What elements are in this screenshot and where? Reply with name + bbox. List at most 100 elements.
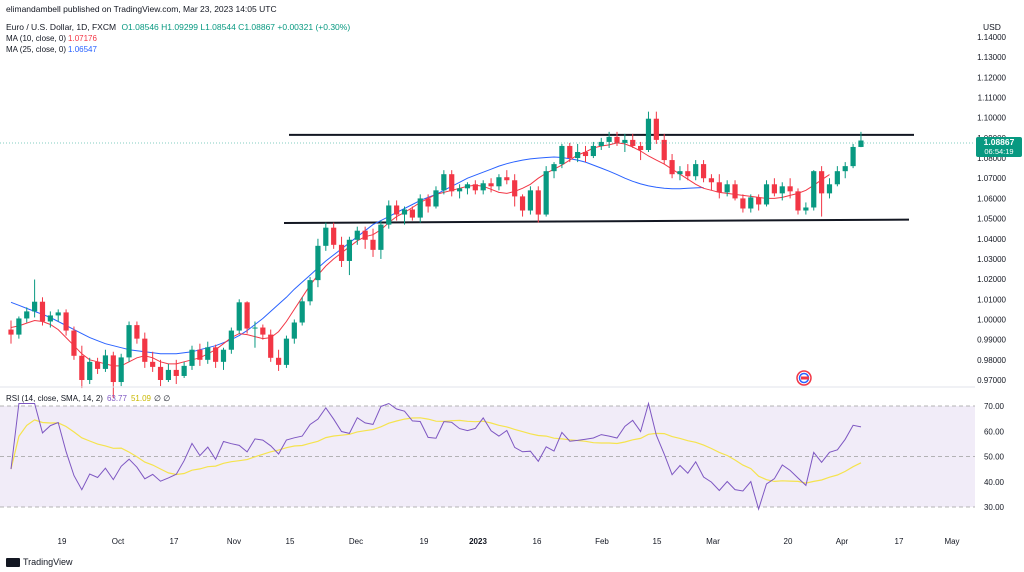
price-tick-label: 0.99000 [977, 336, 1006, 345]
candle [346, 236, 353, 276]
price-tick-label: 1.04000 [977, 235, 1006, 244]
candle [244, 301, 250, 334]
time-tick-label: 2023 [469, 537, 487, 546]
tradingview-brand[interactable]: TradingView [6, 557, 73, 568]
candle [614, 131, 620, 146]
candle [661, 133, 667, 165]
price-tag-value: 1.08867 [984, 137, 1015, 147]
candle [590, 141, 596, 159]
brand-name: TradingView [23, 557, 73, 567]
candlesticks [8, 111, 864, 399]
currency-label: USD [983, 22, 1001, 32]
candle [740, 194, 746, 213]
time-tick-label: 20 [784, 537, 793, 546]
candle [94, 357, 101, 374]
rsi-tick-label: 30.00 [984, 503, 1005, 512]
candle [220, 347, 227, 370]
candle [488, 178, 494, 193]
candle [338, 236, 345, 268]
candle [260, 324, 266, 340]
price-tick-label: 1.02000 [977, 275, 1006, 284]
time-tick-label: 17 [895, 537, 904, 546]
candle [575, 143, 581, 163]
time-tick-label: 17 [170, 537, 179, 546]
price-tick-label: 1.08000 [977, 154, 1006, 163]
candle [283, 335, 290, 368]
candle [724, 180, 730, 197]
candle [677, 166, 683, 181]
candle [653, 111, 659, 144]
candle [803, 202, 809, 215]
symbol-title[interactable]: Euro / U.S. Dollar, 1D, FXCM [6, 22, 117, 32]
candle [417, 194, 423, 223]
candle [213, 344, 219, 368]
candle [32, 279, 38, 318]
candle [354, 226, 360, 245]
symbol-line: Euro / U.S. Dollar, 1D, FXCM O1.08546 H1… [6, 22, 350, 32]
rsi-sma-line [10, 417, 862, 484]
candle [87, 357, 93, 385]
candle [55, 309, 61, 322]
candle [748, 194, 754, 213]
candle [425, 194, 431, 213]
candle [8, 320, 14, 344]
candle [323, 222, 329, 251]
candle [362, 226, 368, 249]
candle [150, 351, 156, 372]
rsi-tick-label: 60.00 [984, 427, 1005, 436]
candle [606, 131, 612, 148]
candle [386, 200, 392, 229]
ma10-label: MA (10, close, 0) [6, 34, 67, 43]
time-tick-label: Apr [836, 537, 849, 546]
candle [157, 359, 164, 387]
candle [512, 174, 518, 207]
candle [47, 311, 53, 328]
candle [24, 307, 30, 323]
event-flag-icon[interactable] [796, 370, 812, 386]
candle [708, 174, 715, 191]
rsi-label: RSI (14, close, SMA, 14, 2) [6, 394, 103, 403]
rsi-line [10, 401, 862, 511]
candle [126, 321, 132, 362]
time-tick-label: 15 [286, 537, 295, 546]
time-tick-label: May [944, 537, 959, 546]
candle [559, 143, 565, 169]
rsi-panel [0, 401, 975, 511]
ma10-value: 1.07176 [68, 34, 97, 43]
time-tick-label: 16 [533, 537, 542, 546]
candle [535, 186, 541, 223]
candle [795, 188, 801, 215]
candle [173, 359, 179, 385]
candle [16, 316, 22, 339]
candle [779, 182, 785, 201]
time-tick-label: 19 [420, 537, 429, 546]
rsi-value: 63.77 [106, 394, 127, 403]
candle [819, 166, 825, 217]
candle [519, 194, 526, 217]
ma10-legend[interactable]: MA (10, close, 0) 1.07176 [6, 34, 97, 43]
candle [504, 170, 510, 185]
ma25-label: MA (25, close, 0) [6, 45, 67, 54]
candle [472, 180, 478, 195]
ma25-legend[interactable]: MA (25, close, 0) 1.06547 [6, 45, 97, 54]
candle [842, 162, 848, 179]
rsi-legend[interactable]: RSI (14, close, SMA, 14, 2) 63.77 51.09 ∅ ∅ [6, 394, 170, 403]
candle [118, 353, 124, 387]
candle [110, 351, 116, 399]
publisher-line: elimandambell published on TradingView.c… [6, 4, 277, 14]
candle [732, 180, 738, 201]
candle [787, 178, 793, 199]
time-tick-label: Feb [595, 537, 609, 546]
candle [252, 321, 258, 348]
rsi-extra: ∅ ∅ [154, 394, 171, 403]
candle [850, 143, 856, 169]
candle [71, 326, 77, 360]
candle [228, 327, 234, 354]
candle [401, 206, 408, 225]
candle [181, 361, 187, 378]
candle [834, 166, 840, 187]
candle [378, 220, 384, 259]
candle [582, 145, 589, 163]
price-tick-label: 0.97000 [977, 376, 1006, 385]
